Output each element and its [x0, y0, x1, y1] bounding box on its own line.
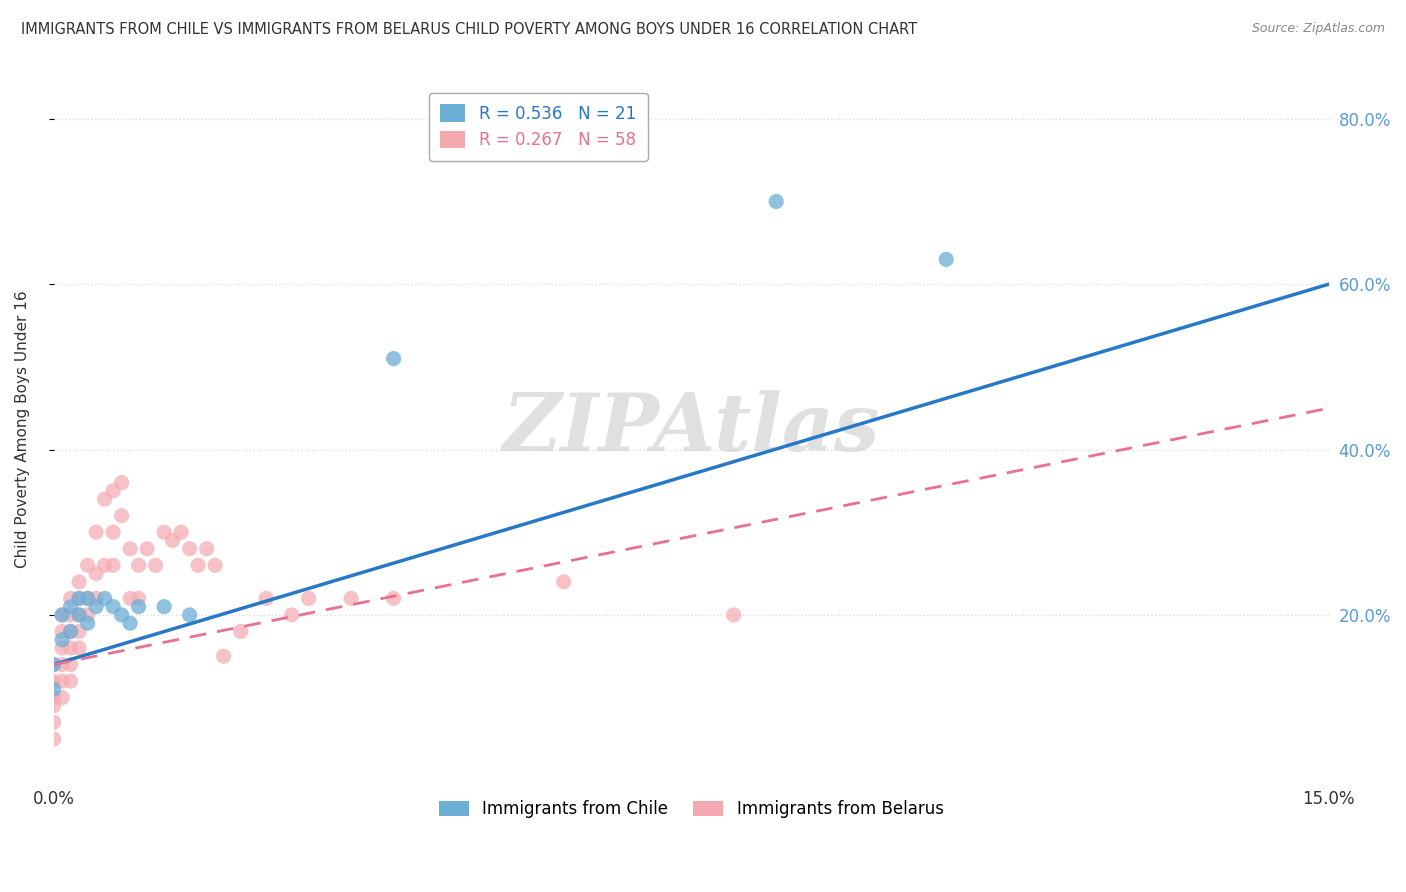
Point [128, 591, 150, 606]
Point [76, 616, 98, 631]
Point [120, 541, 142, 556]
Point [59, 624, 82, 639]
Point [145, 558, 167, 573]
Point [59, 599, 82, 614]
Point [42, 657, 65, 672]
Point [42, 698, 65, 713]
Point [76, 607, 98, 622]
Point [51, 657, 73, 672]
Point [153, 525, 176, 540]
Point [67, 640, 90, 655]
Point [101, 483, 124, 498]
Point [723, 607, 745, 622]
Point [254, 591, 277, 606]
Point [179, 607, 201, 622]
Point [59, 607, 82, 622]
Point [67, 591, 90, 606]
Point [76, 591, 98, 606]
Point [935, 252, 957, 267]
Point [212, 649, 235, 664]
Point [204, 558, 226, 573]
Point [42, 682, 65, 697]
Point [298, 591, 321, 606]
Point [136, 541, 159, 556]
Point [84, 591, 107, 606]
Text: IMMIGRANTS FROM CHILE VS IMMIGRANTS FROM BELARUS CHILD POVERTY AMONG BOYS UNDER : IMMIGRANTS FROM CHILE VS IMMIGRANTS FROM… [21, 22, 917, 37]
Point [67, 574, 90, 589]
Point [84, 599, 107, 614]
Text: Source: ZipAtlas.com: Source: ZipAtlas.com [1251, 22, 1385, 36]
Point [76, 591, 98, 606]
Point [42, 657, 65, 672]
Point [67, 607, 90, 622]
Point [67, 624, 90, 639]
Point [111, 475, 134, 490]
Point [93, 558, 115, 573]
Point [59, 640, 82, 655]
Point [101, 599, 124, 614]
Point [229, 624, 252, 639]
Text: ZIPAtlas: ZIPAtlas [502, 390, 880, 467]
Point [51, 690, 73, 705]
Point [84, 566, 107, 581]
Point [553, 574, 575, 589]
Point [101, 525, 124, 540]
Point [280, 607, 302, 622]
Point [59, 657, 82, 672]
Point [382, 351, 405, 366]
Point [51, 674, 73, 689]
Point [195, 541, 218, 556]
Point [187, 558, 209, 573]
Y-axis label: Child Poverty Among Boys Under 16: Child Poverty Among Boys Under 16 [15, 290, 30, 567]
Point [101, 558, 124, 573]
Point [111, 508, 134, 523]
Point [128, 599, 150, 614]
Point [111, 607, 134, 622]
Point [51, 624, 73, 639]
Point [59, 624, 82, 639]
Point [42, 731, 65, 746]
Point [59, 674, 82, 689]
Point [67, 591, 90, 606]
Point [340, 591, 363, 606]
Point [93, 591, 115, 606]
Point [51, 632, 73, 647]
Point [153, 599, 176, 614]
Point [42, 690, 65, 705]
Point [179, 541, 201, 556]
Point [93, 492, 115, 507]
Point [765, 194, 787, 209]
Point [120, 591, 142, 606]
Point [128, 558, 150, 573]
Point [120, 616, 142, 631]
Point [51, 607, 73, 622]
Point [67, 607, 90, 622]
Point [76, 558, 98, 573]
Point [59, 591, 82, 606]
Point [51, 640, 73, 655]
Point [84, 525, 107, 540]
Point [51, 607, 73, 622]
Legend: Immigrants from Chile, Immigrants from Belarus: Immigrants from Chile, Immigrants from B… [432, 793, 950, 825]
Point [42, 674, 65, 689]
Point [42, 715, 65, 730]
Point [170, 525, 193, 540]
Point [382, 591, 405, 606]
Point [162, 533, 184, 548]
